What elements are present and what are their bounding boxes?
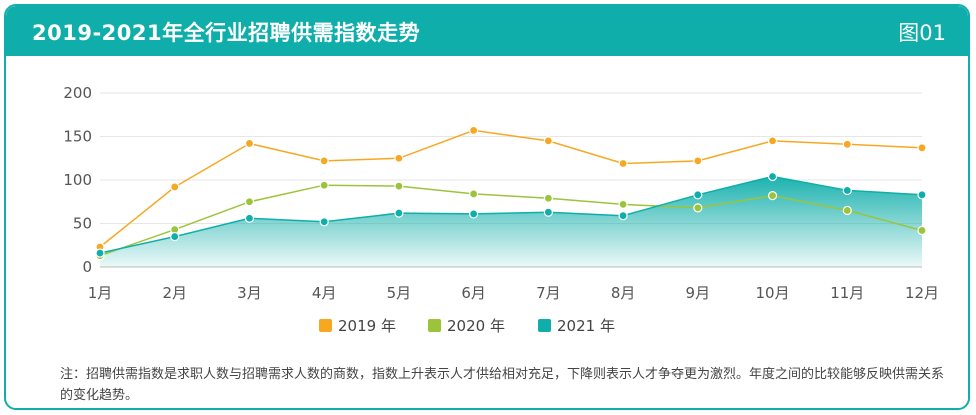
data-point [917,225,927,236]
series-line [99,184,923,257]
data-point [543,193,553,203]
x-tick-label: 3月 [237,284,262,302]
x-tick-label: 12月 [905,284,939,302]
y-tick-label: 200 [63,84,92,102]
figure-header: 2019-2021年全行业招聘供需指数走势 图01 [6,6,968,56]
legend-swatch [319,319,332,332]
data-point [842,185,852,196]
x-tick-label: 6月 [461,284,486,302]
x-tick-label: 10月 [755,284,789,302]
legend-swatch [428,319,441,332]
series-line [99,175,923,254]
data-point [767,136,778,146]
y-tick-label: 50 [73,215,92,233]
data-point [618,199,628,209]
legend-item: 2021 年 [538,317,615,335]
data-point [319,156,329,166]
data-point [917,143,927,153]
legend-item: 2020 年 [428,317,505,335]
data-point [693,203,703,213]
chart-title: 2019-2021年全行业招聘供需指数走势 [32,21,421,45]
data-point [842,205,852,216]
x-tick-label: 11月 [830,284,864,302]
data-point [693,156,703,166]
y-tick-label: 100 [63,171,92,189]
data-point [618,211,628,221]
legend-label: 2021 年 [557,317,615,335]
x-tick-label: 9月 [686,284,711,302]
data-point [244,138,255,149]
x-tick-label: 2月 [162,284,187,302]
data-point [917,190,927,200]
x-tick-label: 1月 [88,284,113,302]
y-tick-label: 150 [63,128,92,146]
data-point [469,125,479,136]
figure-label: 图01 [898,21,946,45]
data-point [170,231,180,242]
series-area [100,176,922,267]
data-point [244,213,255,223]
x-tick-label: 4月 [312,284,337,302]
data-point [319,180,329,190]
legend-label: 2020 年 [447,317,505,335]
data-point [95,248,105,258]
data-point [394,153,404,163]
data-point [767,191,778,201]
data-point [394,208,404,218]
x-tick-label: 8月 [611,284,636,302]
y-tick-label: 0 [82,258,92,276]
data-point [767,171,778,182]
data-point [469,209,479,219]
data-point [543,207,553,217]
data-point [618,158,628,169]
data-point [244,197,255,207]
data-point [170,182,180,192]
legend-swatch [538,319,551,332]
data-point [842,139,852,149]
data-point [543,136,553,146]
data-point [693,190,703,200]
data-point [469,189,479,199]
data-point [394,181,404,191]
chart-note: 注：招聘供需指数是求职人数与招聘需求人数的商数，指数上升表示人才供给相对充足，下… [60,367,945,403]
x-tick-label: 7月 [536,284,561,302]
data-point [319,217,329,227]
legend-label: 2019 年 [338,317,396,335]
legend-item: 2019 年 [319,317,396,335]
x-tick-label: 5月 [387,284,412,302]
series-line [99,129,923,248]
